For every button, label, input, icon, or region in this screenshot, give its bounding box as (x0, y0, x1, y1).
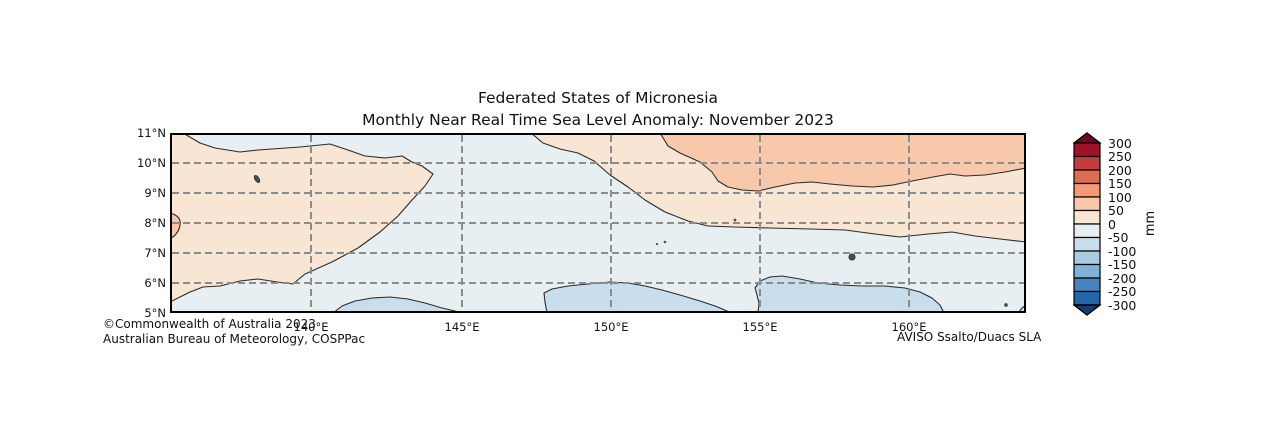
anomaly-region-south-negative-3 (755, 276, 944, 313)
map-plot-area (169, 132, 1027, 314)
colorbar-tick-label: -250 (1108, 284, 1137, 299)
y-tick-label: 7°N (144, 246, 166, 260)
colorbar-tick-label: -50 (1108, 230, 1129, 245)
x-tick-label: 140°E (293, 320, 329, 334)
island-dot-pohnpei (848, 253, 856, 261)
colorbar-tick-label: 100 (1108, 189, 1132, 205)
x-tick-label: 155°E (742, 320, 778, 334)
chart-title-line2: Monthly Near Real Time Sea Level Anomaly… (362, 111, 834, 129)
x-tick-label: 145°E (444, 320, 480, 334)
island-dot (655, 242, 659, 246)
copyright-line1: ©Commonwealth of Australia 2023 (103, 317, 316, 331)
chart-title: Federated States of Micronesia Monthly N… (170, 87, 1026, 131)
colorbar-unit-label: mm (1143, 210, 1159, 237)
colorbar-band (1073, 182, 1101, 198)
colorbar-tick-label: -150 (1108, 257, 1137, 272)
anomaly-region-south-negative-2 (544, 282, 730, 313)
colorbar-tick-label: 150 (1108, 176, 1132, 191)
chart-title-line1: Federated States of Micronesia (477, 89, 719, 107)
colorbar (1073, 132, 1101, 316)
colorbar-band (1073, 236, 1101, 252)
y-tick-label: 6°N (144, 276, 166, 290)
copyright-text: ©Commonwealth of Australia 2023 Australi… (103, 317, 365, 346)
y-tick-label: 10°N (137, 156, 166, 170)
anomaly-region-south-negative-1 (333, 297, 461, 313)
island-dot (663, 240, 667, 244)
colorbar-band (1073, 263, 1101, 279)
colorbar-band (1073, 290, 1101, 306)
colorbar-tick-label: -200 (1108, 270, 1137, 286)
x-tick-label: 150°E (593, 320, 629, 334)
colorbar-band (1073, 223, 1101, 239)
island-dot-yap (253, 175, 261, 183)
colorbar-tick-label: 300 (1108, 135, 1132, 151)
contour-line (169, 212, 181, 240)
colorbar-tick-label: 200 (1108, 162, 1132, 178)
x-tick-label: 160°E (891, 320, 927, 334)
colorbar-tick-label: 250 (1108, 149, 1132, 164)
data-source-text: AVISO Ssalto/Duacs SLA (897, 330, 1042, 344)
colorbar-tick-label: 0 (1108, 216, 1116, 232)
colorbar-band (1073, 142, 1101, 158)
island-dot (733, 218, 737, 222)
anomaly-region-west-pocket-high-positive (170, 213, 181, 239)
colorbar-band (1073, 169, 1101, 185)
colorbar-tick-label: -300 (1108, 297, 1137, 313)
colorbar-arrow-bottom (1073, 304, 1101, 316)
colorbar-tick-label: 50 (1108, 203, 1124, 218)
contour-line (659, 132, 1027, 192)
sea-level-anomaly-map (169, 132, 1027, 314)
colorbar-band (1073, 277, 1101, 293)
colorbar-band (1073, 250, 1101, 266)
y-tick-label: 8°N (144, 216, 166, 230)
contour-line (754, 275, 945, 314)
colorbar-arrow-top (1073, 132, 1101, 144)
plot-border (170, 133, 1026, 313)
contour-line (332, 296, 462, 314)
colorbar-tick-label: -100 (1108, 243, 1137, 259)
colorbar-band (1073, 209, 1101, 225)
copyright-line2: Australian Bureau of Meteorology, COSPPa… (103, 331, 366, 346)
island-dot-kosrae (1004, 303, 1008, 307)
y-tick-label: 5°N (144, 306, 166, 320)
contour-line (530, 132, 1027, 243)
y-tick-label: 11°N (137, 126, 166, 140)
colorbar-band (1073, 155, 1101, 171)
colorbar-band (1073, 196, 1101, 212)
y-tick-label: 9°N (144, 186, 166, 200)
anomaly-region-west-positive (170, 133, 433, 302)
